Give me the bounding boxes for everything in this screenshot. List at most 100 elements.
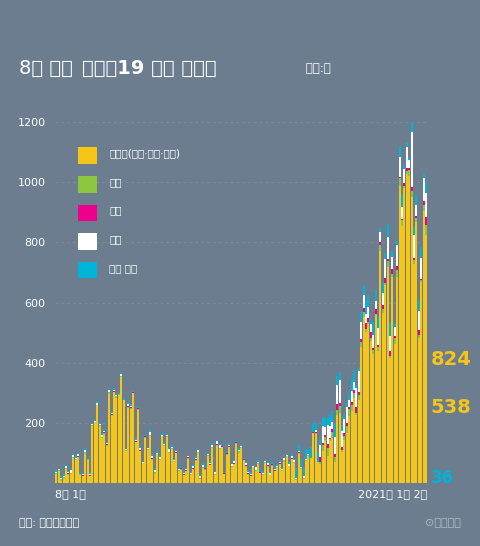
Bar: [350, 379, 352, 391]
Bar: [398, 179, 400, 186]
Text: 824: 824: [431, 349, 472, 369]
Bar: [214, 475, 216, 483]
Bar: [257, 462, 259, 464]
Bar: [319, 462, 321, 464]
Bar: [250, 472, 252, 474]
Bar: [288, 464, 290, 466]
Bar: [384, 283, 386, 285]
Bar: [262, 471, 264, 473]
Bar: [358, 395, 360, 400]
Bar: [56, 474, 58, 483]
Bar: [252, 467, 254, 483]
Bar: [372, 322, 374, 335]
Bar: [235, 443, 237, 444]
Bar: [56, 473, 58, 474]
Bar: [156, 454, 158, 483]
Bar: [238, 450, 240, 451]
Bar: [176, 450, 177, 451]
Bar: [358, 400, 360, 483]
Bar: [370, 319, 372, 324]
Bar: [288, 466, 290, 483]
Bar: [204, 466, 206, 468]
Bar: [367, 324, 369, 483]
Text: 8월 1일: 8월 1일: [55, 489, 86, 499]
Bar: [233, 464, 235, 483]
Bar: [348, 410, 350, 416]
Bar: [161, 435, 163, 436]
Bar: [377, 351, 379, 483]
Bar: [326, 444, 328, 448]
Bar: [166, 436, 168, 483]
Bar: [149, 436, 151, 483]
Bar: [403, 169, 405, 183]
Bar: [403, 188, 405, 483]
Bar: [182, 471, 184, 473]
Bar: [113, 391, 115, 393]
Bar: [331, 429, 333, 431]
Bar: [195, 460, 197, 461]
Bar: [341, 450, 343, 453]
Bar: [379, 232, 381, 242]
Bar: [322, 426, 324, 443]
Bar: [192, 468, 194, 483]
Bar: [185, 471, 187, 483]
Bar: [96, 406, 98, 483]
Bar: [195, 458, 197, 459]
Bar: [360, 322, 362, 340]
Bar: [422, 201, 424, 205]
Bar: [413, 260, 415, 264]
Bar: [158, 455, 160, 456]
Bar: [317, 452, 319, 461]
Bar: [233, 460, 235, 461]
Bar: [267, 467, 269, 483]
Text: 538: 538: [431, 399, 471, 418]
Bar: [248, 472, 250, 473]
Bar: [79, 473, 81, 474]
Bar: [123, 400, 125, 483]
Bar: [128, 406, 130, 407]
Bar: [394, 336, 396, 339]
Bar: [401, 225, 403, 483]
Bar: [60, 476, 62, 478]
Bar: [290, 454, 293, 456]
Bar: [190, 473, 192, 474]
Bar: [367, 307, 369, 318]
Bar: [130, 406, 132, 407]
Bar: [147, 449, 148, 450]
Bar: [209, 465, 211, 483]
Bar: [367, 318, 369, 322]
Bar: [245, 465, 247, 466]
Bar: [348, 393, 350, 400]
Bar: [200, 478, 202, 479]
Bar: [192, 466, 194, 468]
Bar: [67, 473, 69, 474]
Bar: [413, 258, 415, 260]
Bar: [425, 235, 427, 483]
Bar: [89, 475, 91, 476]
Bar: [89, 474, 91, 475]
Bar: [259, 472, 261, 473]
Bar: [312, 423, 314, 432]
Text: 자료: 질병관리본부: 자료: 질병관리본부: [19, 518, 79, 528]
Bar: [410, 132, 413, 187]
Bar: [379, 242, 381, 245]
Bar: [334, 424, 336, 437]
Bar: [382, 293, 384, 305]
Bar: [152, 460, 153, 483]
Bar: [221, 447, 223, 483]
Bar: [355, 415, 357, 483]
Bar: [370, 337, 372, 341]
Text: 8월 이후: 8월 이후: [19, 59, 79, 78]
Bar: [89, 472, 91, 474]
Bar: [78, 205, 97, 221]
Bar: [374, 290, 376, 301]
Bar: [331, 423, 333, 429]
Text: 단위:명: 단위:명: [302, 62, 331, 75]
Bar: [185, 468, 187, 469]
Bar: [176, 451, 177, 453]
Bar: [242, 460, 244, 483]
Bar: [355, 388, 357, 407]
Bar: [195, 461, 197, 483]
Bar: [202, 464, 204, 465]
Bar: [326, 418, 328, 425]
